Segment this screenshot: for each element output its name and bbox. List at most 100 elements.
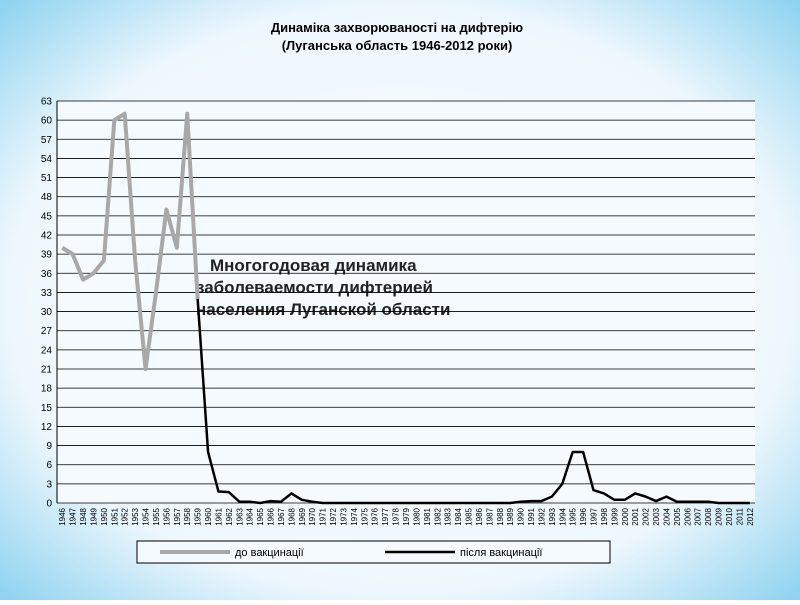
x-tick-label: 1953 (131, 507, 140, 525)
y-tick-label: 27 (41, 326, 53, 337)
x-tick-label: 1954 (142, 507, 151, 525)
x-tick-label: 1964 (246, 507, 255, 525)
legend (136, 540, 611, 564)
x-tick-label: 1995 (569, 507, 578, 525)
x-tick-label: 1997 (590, 507, 599, 525)
x-tick-label: 1974 (350, 507, 359, 525)
x-tick-label: 1961 (214, 507, 223, 525)
y-tick-label: 15 (41, 403, 53, 414)
x-tick-label: 1976 (371, 507, 380, 525)
annotation: заболеваемости дифтерией (196, 278, 433, 297)
x-tick-label: 1966 (267, 507, 276, 525)
x-tick-label: 1982 (433, 507, 442, 525)
x-tick-label: 1971 (319, 507, 328, 525)
y-tick-label: 45 (41, 211, 53, 222)
x-tick-label: 1986 (475, 507, 484, 525)
x-tick-label: 1984 (454, 507, 463, 525)
x-tick-label: 1983 (444, 507, 453, 525)
x-tick-label: 1969 (298, 507, 307, 525)
chart-title: Динаміка захворюваності на дифтерію (271, 20, 523, 35)
plot-area (57, 101, 755, 503)
x-tick-label: 1967 (277, 507, 286, 525)
y-tick-label: 51 (41, 173, 53, 184)
x-tick-label: 1992 (537, 507, 546, 525)
y-tick-label: 0 (46, 499, 52, 510)
y-tick-label: 48 (41, 192, 53, 203)
legend-label: до вакцинації (235, 547, 304, 559)
x-tick-label: 2012 (746, 507, 755, 525)
x-tick-label: 1993 (548, 507, 557, 525)
x-tick-label: 1947 (69, 507, 78, 525)
x-tick-label: 1965 (256, 507, 265, 525)
y-tick-label: 12 (41, 422, 53, 433)
y-tick-label: 33 (41, 288, 53, 299)
x-tick-label: 1985 (465, 507, 474, 525)
y-tick-label: 42 (41, 231, 53, 242)
x-tick-label: 1981 (423, 507, 432, 525)
x-tick-label: 2008 (704, 507, 713, 525)
x-tick-label: 1977 (381, 507, 390, 525)
y-tick-label: 36 (41, 269, 53, 280)
y-tick-label: 21 (41, 365, 53, 376)
annotation: населения Луганской области (196, 300, 450, 319)
x-tick-label: 1957 (173, 507, 182, 525)
x-tick-label: 1994 (558, 507, 567, 525)
x-tick-label: 1979 (402, 507, 411, 525)
x-tick-label: 1996 (579, 507, 588, 525)
x-tick-label: 1987 (485, 507, 494, 525)
x-tick-label: 2005 (673, 507, 682, 525)
x-tick-label: 1998 (600, 507, 609, 525)
y-tick-label: 3 (46, 479, 52, 490)
x-tick-label: 1988 (496, 507, 505, 525)
x-tick-label: 1951 (110, 507, 119, 525)
x-tick-label: 1955 (152, 507, 161, 525)
chart-subtitle: (Луганська область 1946-2012 роки) (282, 38, 513, 53)
x-tick-label: 2000 (621, 507, 630, 525)
x-tick-label: 1956 (162, 507, 171, 525)
x-tick-label: 1970 (308, 507, 317, 525)
x-tick-label: 1973 (339, 507, 348, 525)
x-tick-label: 1978 (392, 507, 401, 525)
y-tick-label: 6 (46, 460, 52, 471)
x-tick-label: 1952 (121, 507, 130, 525)
x-tick-label: 1980 (412, 507, 421, 525)
x-tick-label: 2010 (725, 507, 734, 525)
y-tick-label: 9 (46, 441, 52, 452)
y-tick-label: 24 (41, 345, 53, 356)
x-tick-label: 1950 (100, 507, 109, 525)
x-tick-label: 1948 (79, 507, 88, 525)
x-tick-label: 1963 (235, 507, 244, 525)
x-tick-label: 1999 (610, 507, 619, 525)
x-tick-label: 2001 (631, 507, 640, 525)
x-tick-label: 2011 (735, 507, 744, 525)
x-tick-label: 1972 (329, 507, 338, 525)
x-tick-label: 2007 (694, 507, 703, 525)
y-tick-label: 57 (41, 135, 53, 146)
y-tick-label: 39 (41, 250, 53, 261)
y-tick-label: 30 (41, 307, 53, 318)
x-tick-label: 1962 (225, 507, 234, 525)
series-line (61, 111, 200, 371)
y-tick-label: 54 (41, 154, 53, 165)
x-tick-label: 2006 (683, 507, 692, 525)
y-tick-label: 18 (41, 384, 53, 395)
y-tick-label: 63 (41, 97, 53, 108)
x-tick-label: 1946 (58, 507, 67, 525)
x-tick-label: 2009 (715, 507, 724, 525)
legend-label: після вакцинації (460, 547, 542, 559)
x-tick-label: 2002 (642, 507, 651, 525)
y-tick-label: 60 (41, 116, 53, 127)
x-tick-label: 2004 (662, 507, 671, 525)
annotation: Многогодовая динамика (210, 256, 417, 275)
x-tick-label: 1968 (287, 507, 296, 525)
x-tick-label: 2003 (652, 507, 661, 525)
x-tick-label: 1991 (527, 507, 536, 525)
x-tick-label: 1989 (506, 507, 515, 525)
x-tick-label: 1959 (194, 507, 203, 525)
x-tick-label: 1975 (360, 507, 369, 525)
x-tick-label: 1990 (517, 507, 526, 525)
x-tick-label: 1958 (183, 507, 192, 525)
x-tick-label: 1949 (89, 507, 98, 525)
